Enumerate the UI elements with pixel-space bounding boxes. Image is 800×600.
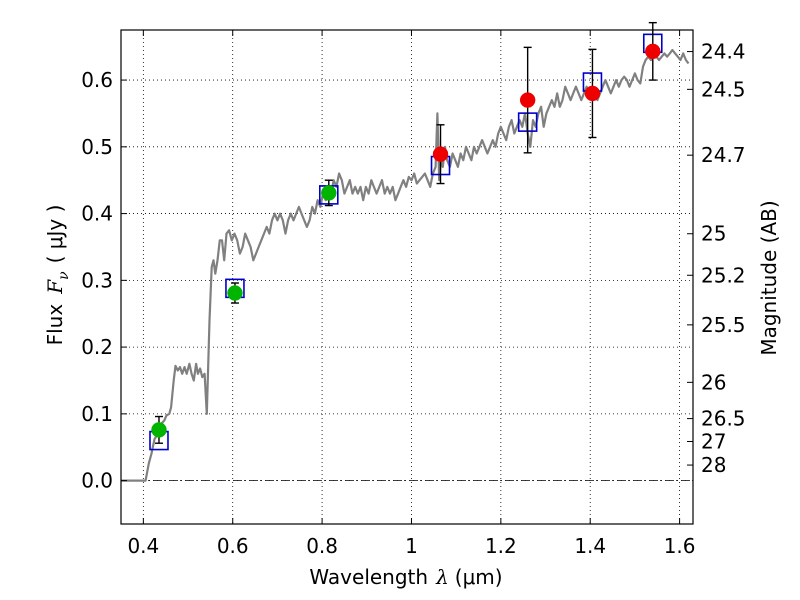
spectrum-line — [121, 48, 690, 482]
right-tick-label: 24.4 — [701, 40, 746, 64]
axis-ticks — [121, 30, 693, 524]
y-axis-unit: ( μJy ) — [43, 205, 67, 264]
x-axis-symbol: λ — [435, 565, 449, 589]
right-tick-label: 26.5 — [701, 407, 746, 431]
right-tick-label: 28 — [701, 453, 726, 477]
right-axis-title: Magnitude (AB) — [757, 200, 781, 355]
x-tick-label: 1.4 — [574, 534, 606, 558]
data-point — [227, 285, 243, 301]
data-point — [321, 185, 337, 201]
y-tick-label: 0.4 — [81, 202, 113, 226]
x-axis-title-text: Wavelength — [309, 565, 428, 589]
data-point — [151, 422, 167, 438]
model-spectrum — [121, 48, 690, 482]
y-tick-label: 0.3 — [81, 268, 113, 292]
right-tick-label: 24.5 — [701, 77, 746, 101]
grid-lines — [121, 30, 693, 524]
x-tick-label: 1 — [405, 534, 418, 558]
y-axis-symbol: F — [43, 279, 67, 295]
data-point — [519, 92, 536, 108]
y-tick-label: 0.2 — [81, 335, 113, 359]
data-point — [584, 85, 601, 102]
tick-labels: 0.4 0.6 0.8 1 1.2 1.4 1.6 0.0 0.1 0.2 0.3 0.4 0.5 0.6… — [81, 40, 745, 558]
right-tick-label: 27 — [701, 429, 726, 453]
plot-frame — [120, 29, 694, 525]
right-tick-label: 25.2 — [701, 263, 746, 287]
x-tick-label: 0.8 — [306, 534, 338, 558]
y-axis-title-text: Flux — [43, 304, 67, 346]
y-tick-label: 0.5 — [81, 135, 113, 159]
right-tick-label: 26 — [701, 370, 726, 394]
data-point — [432, 146, 449, 162]
x-axis-title: Wavelength λ (μm) — [309, 565, 502, 589]
x-axis-unit: (μm) — [455, 565, 503, 589]
y-tick-label: 0.1 — [81, 402, 113, 426]
y-axis-title: Flux Fν ( μJy ) — [43, 205, 72, 346]
y-tick-label: 0.0 — [81, 469, 113, 493]
x-tick-label: 0.4 — [127, 534, 159, 558]
right-tick-label: 25 — [701, 222, 726, 246]
data-point — [645, 43, 661, 60]
x-tick-label: 1.2 — [485, 534, 517, 558]
y-tick-label: 0.6 — [81, 68, 113, 92]
y-axis-subscript: ν — [56, 271, 72, 280]
right-tick-label: 24.7 — [701, 143, 746, 167]
x-tick-label: 1.6 — [664, 534, 696, 558]
observed-photometry — [151, 43, 661, 438]
right-tick-label: 25.5 — [701, 313, 746, 337]
x-tick-label: 0.6 — [217, 534, 249, 558]
